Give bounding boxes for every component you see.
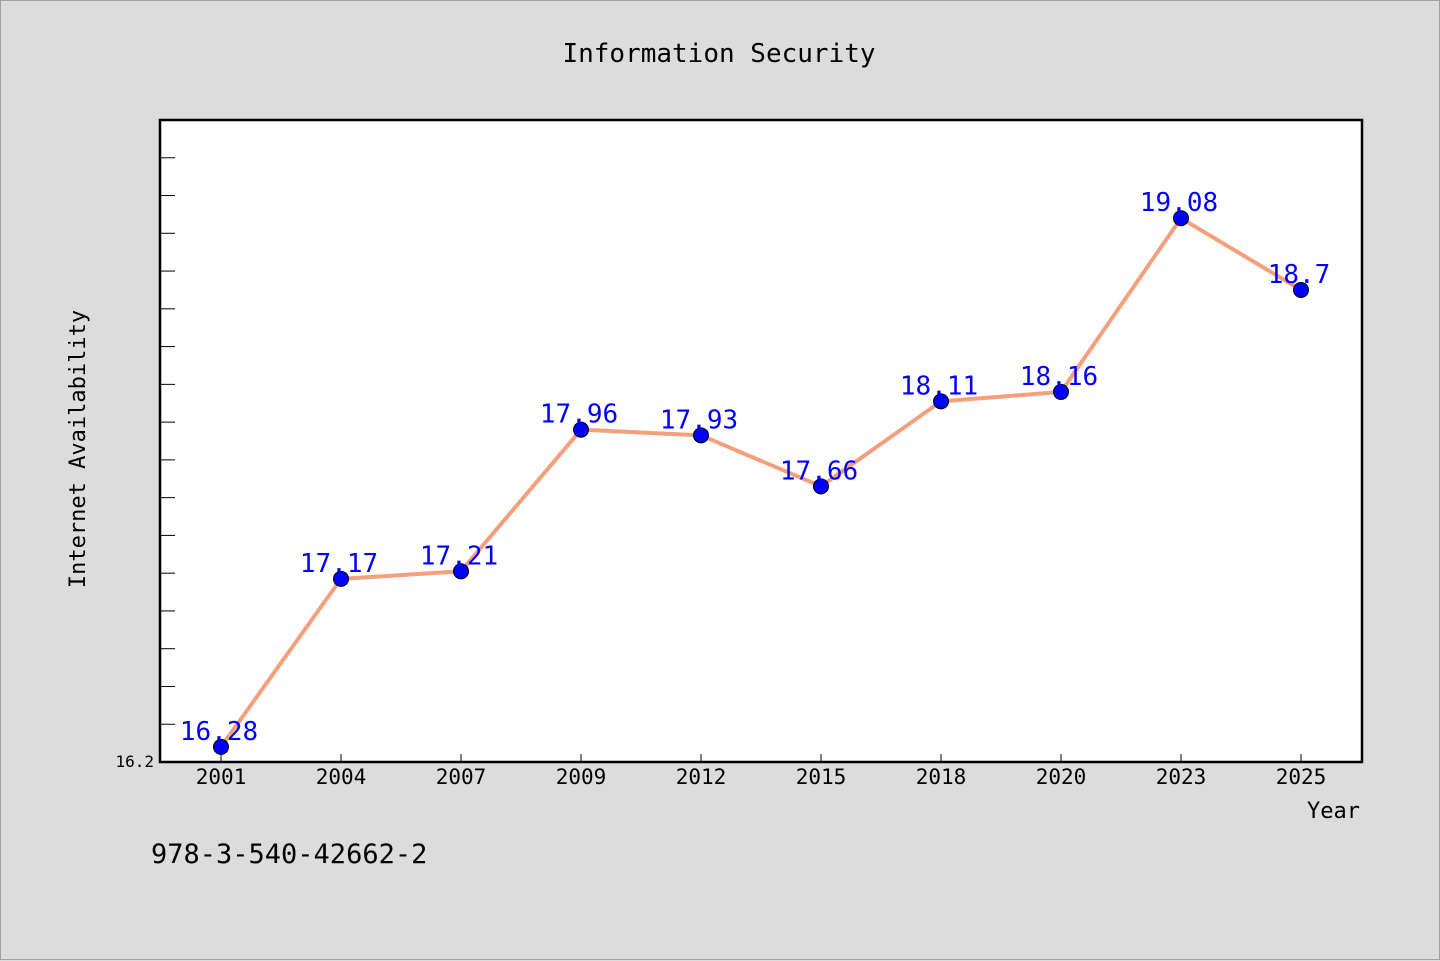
data-point-marker xyxy=(453,563,469,580)
isbn-text: 978-3-540-42662-2 xyxy=(151,839,427,870)
data-label: 17.21 xyxy=(420,541,498,571)
data-point-marker xyxy=(573,421,589,438)
x-tick-label: 2018 xyxy=(916,765,967,789)
x-tick-label: 2023 xyxy=(1156,765,1207,789)
data-label: 17.66 xyxy=(780,456,858,486)
data-label: 16.28 xyxy=(180,717,258,747)
data-point-marker xyxy=(213,738,229,755)
data-point-marker xyxy=(1293,281,1309,298)
data-point-marker xyxy=(693,427,709,444)
data-point-marker xyxy=(333,570,349,587)
series-line xyxy=(219,216,1303,749)
data-label: 18.7 xyxy=(1268,260,1331,290)
data-label: 18.11 xyxy=(900,371,978,401)
x-axis-label: Year xyxy=(1307,799,1360,824)
data-point-marker xyxy=(1053,383,1069,400)
x-axis-ticks xyxy=(220,754,1302,762)
x-tick-labels: 2001 2004 2007 2009 2012 2015 2018 2020 2023 2025 xyxy=(196,765,1327,789)
x-tick-label: 2020 xyxy=(1036,765,1087,789)
chart-title: Information Security xyxy=(562,39,875,69)
data-label: 17.93 xyxy=(660,405,738,435)
y-tick-label: 16.2 xyxy=(115,752,154,771)
x-tick-label: 2007 xyxy=(436,765,487,789)
data-point-marker xyxy=(1173,210,1189,227)
data-label: 18.16 xyxy=(1020,362,1098,392)
data-label: 17.17 xyxy=(300,549,378,579)
data-label: 17.96 xyxy=(540,400,618,430)
x-tick-label: 2025 xyxy=(1276,765,1327,789)
data-markers xyxy=(213,210,1309,755)
x-tick-label: 2004 xyxy=(316,765,367,789)
y-axis-ticks xyxy=(160,119,175,763)
x-tick-label: 2009 xyxy=(556,765,607,789)
data-point-marker xyxy=(813,478,829,495)
plot-area xyxy=(158,118,1364,764)
data-point-marker xyxy=(933,393,949,410)
x-tick-label: 2001 xyxy=(196,765,247,789)
x-tick-label: 2015 xyxy=(796,765,847,789)
data-label: 19.08 xyxy=(1140,188,1218,218)
y-axis-label: Internet Availability xyxy=(66,310,91,588)
data-labels: 16.28 17.17 17.21 17.96 17.93 17.66 18.11 18.16… xyxy=(180,188,1330,747)
x-tick-label: 2012 xyxy=(676,765,727,789)
